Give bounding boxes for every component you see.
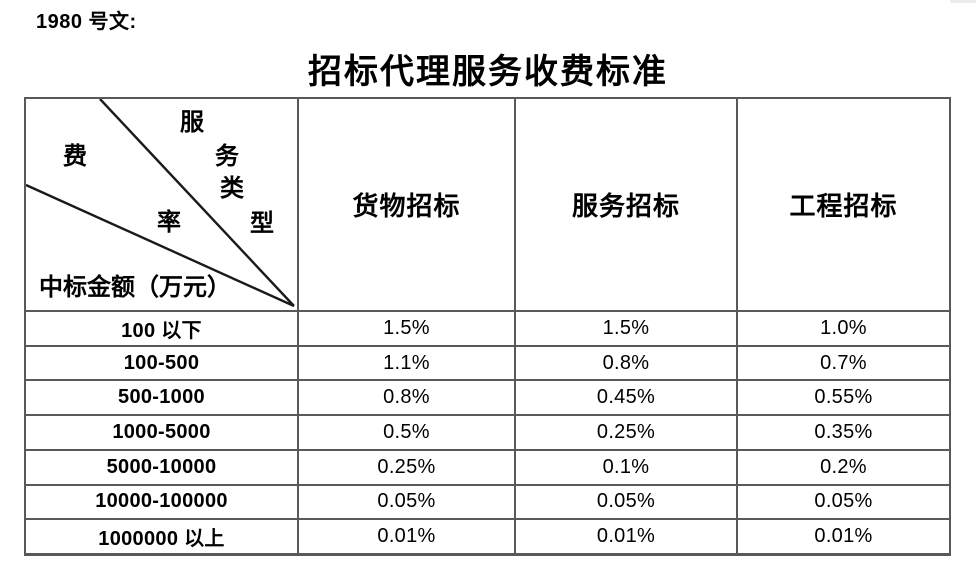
fee-value: 0.01% bbox=[297, 518, 514, 553]
fee-value: 0.05% bbox=[736, 483, 949, 519]
diagonal-split-lines bbox=[26, 99, 295, 308]
fee-value: 0.01% bbox=[514, 518, 736, 553]
row-label: 100 以下 bbox=[26, 310, 297, 345]
row-label: 1000000 以上 bbox=[26, 518, 297, 553]
fee-value: 1.0% bbox=[736, 310, 949, 345]
corner-service-type-char: 务 bbox=[215, 144, 239, 170]
window-edge-artifact bbox=[950, 0, 976, 3]
fee-value: 0.05% bbox=[297, 483, 514, 519]
fee-value: 1.5% bbox=[297, 310, 514, 345]
corner-fee-char: 费 bbox=[63, 144, 87, 170]
column-header-service: 服务招标 bbox=[514, 99, 736, 310]
fee-value: 0.05% bbox=[514, 483, 736, 519]
row-label: 500-1000 bbox=[26, 379, 297, 414]
row-label: 100-500 bbox=[26, 344, 297, 380]
fee-value: 0.1% bbox=[514, 448, 736, 484]
page-title: 招标代理服务收费标准 bbox=[308, 54, 668, 91]
fee-value: 0.35% bbox=[736, 414, 949, 449]
corner-amount-label: 中标金额（万元） bbox=[39, 275, 231, 301]
fee-value: 0.5% bbox=[297, 414, 514, 449]
row-label: 10000-100000 bbox=[26, 483, 297, 519]
fee-value: 1.5% bbox=[514, 310, 736, 345]
corner-service-type-char: 型 bbox=[250, 211, 274, 237]
corner-service-type-char: 服 bbox=[180, 110, 204, 136]
corner-service-type-char: 类 bbox=[220, 176, 244, 202]
fee-value: 0.7% bbox=[736, 344, 949, 380]
column-header-works: 工程招标 bbox=[736, 99, 949, 310]
column-header-goods: 货物招标 bbox=[297, 99, 514, 310]
fee-value: 0.55% bbox=[736, 379, 949, 415]
fee-value: 0.25% bbox=[514, 414, 736, 449]
fee-value: 0.8% bbox=[514, 344, 736, 380]
fee-value: 0.25% bbox=[297, 448, 514, 484]
fee-value: 0.01% bbox=[736, 518, 949, 553]
fee-value: 0.8% bbox=[297, 379, 514, 415]
fee-value: 0.2% bbox=[736, 448, 949, 484]
corner-rate-char: 率 bbox=[157, 210, 181, 236]
fee-value: 1.1% bbox=[297, 344, 514, 380]
fee-value: 0.45% bbox=[514, 379, 736, 415]
doc-number-label: 1980 号文: bbox=[36, 11, 137, 33]
row-label: 1000-5000 bbox=[26, 414, 297, 449]
diagonal-header-cell: 服 费 务 类 率 型 中标金额（万元） bbox=[26, 99, 297, 310]
fee-standard-table: 服 费 务 类 率 型 中标金额（万元） 货物招标 服务招标 工程招标 100 … bbox=[24, 97, 951, 556]
row-label: 5000-10000 bbox=[26, 448, 297, 484]
